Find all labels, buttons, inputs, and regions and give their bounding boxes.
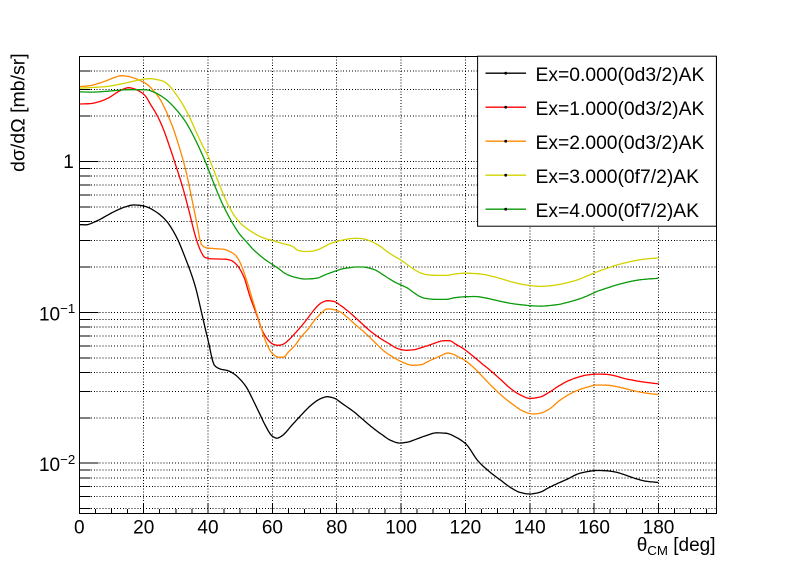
- svg-text:60: 60: [262, 518, 283, 539]
- svg-text:40: 40: [197, 518, 218, 539]
- svg-text:160: 160: [578, 518, 610, 539]
- svg-text:80: 80: [326, 518, 347, 539]
- svg-text:10−1: 10−1: [39, 301, 75, 325]
- svg-text:20: 20: [133, 518, 154, 539]
- svg-text:140: 140: [514, 518, 546, 539]
- svg-text:Ex=3.000(0f7/2)AK: Ex=3.000(0f7/2)AK: [536, 167, 700, 188]
- svg-text:1: 1: [63, 152, 74, 173]
- svg-text:Ex=2.000(0d3/2)AK: Ex=2.000(0d3/2)AK: [536, 133, 705, 154]
- svg-text:0: 0: [74, 518, 85, 539]
- svg-text:dσ/dΩ [mb/sr]: dσ/dΩ [mb/sr]: [8, 53, 30, 172]
- svg-text:100: 100: [385, 518, 417, 539]
- svg-text:Ex=1.000(0d3/2)AK: Ex=1.000(0d3/2)AK: [536, 99, 705, 120]
- svg-text:Ex=4.000(0f7/2)AK: Ex=4.000(0f7/2)AK: [536, 201, 700, 222]
- svg-text:180: 180: [643, 518, 675, 539]
- svg-text:Ex=0.000(0d3/2)AK: Ex=0.000(0d3/2)AK: [536, 65, 705, 86]
- svg-text:10−2: 10−2: [39, 452, 75, 476]
- svg-text:120: 120: [450, 518, 482, 539]
